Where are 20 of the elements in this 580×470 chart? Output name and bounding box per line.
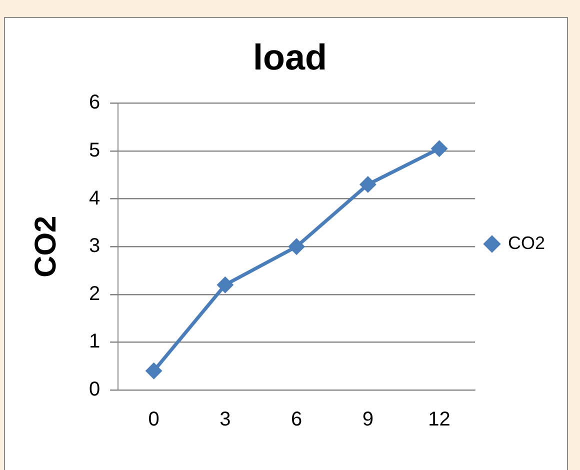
point <box>360 176 376 192</box>
x-tick-label: 12 <box>428 408 450 431</box>
y-tick-label: 3 <box>89 235 100 258</box>
point <box>288 238 304 254</box>
y-tick-label: 1 <box>89 330 100 353</box>
chart-title: load <box>252 36 328 78</box>
y-tick-label: 6 <box>89 92 100 114</box>
x-tick-label: 6 <box>290 408 302 431</box>
y-tick-label: 0 <box>89 378 100 401</box>
y-tick-label: 4 <box>89 187 100 210</box>
point <box>217 277 233 293</box>
legend-label: CO2 <box>508 232 546 253</box>
y-axis-title: CO2 <box>29 216 62 278</box>
x-tick-label: 3 <box>220 408 231 431</box>
point <box>146 363 162 379</box>
y-tick-label: 5 <box>89 140 100 162</box>
x-tick-label: 0 <box>148 408 160 431</box>
point <box>432 140 448 156</box>
y-tick-label: 2 <box>89 282 100 305</box>
x-tick-label: 9 <box>362 408 374 431</box>
